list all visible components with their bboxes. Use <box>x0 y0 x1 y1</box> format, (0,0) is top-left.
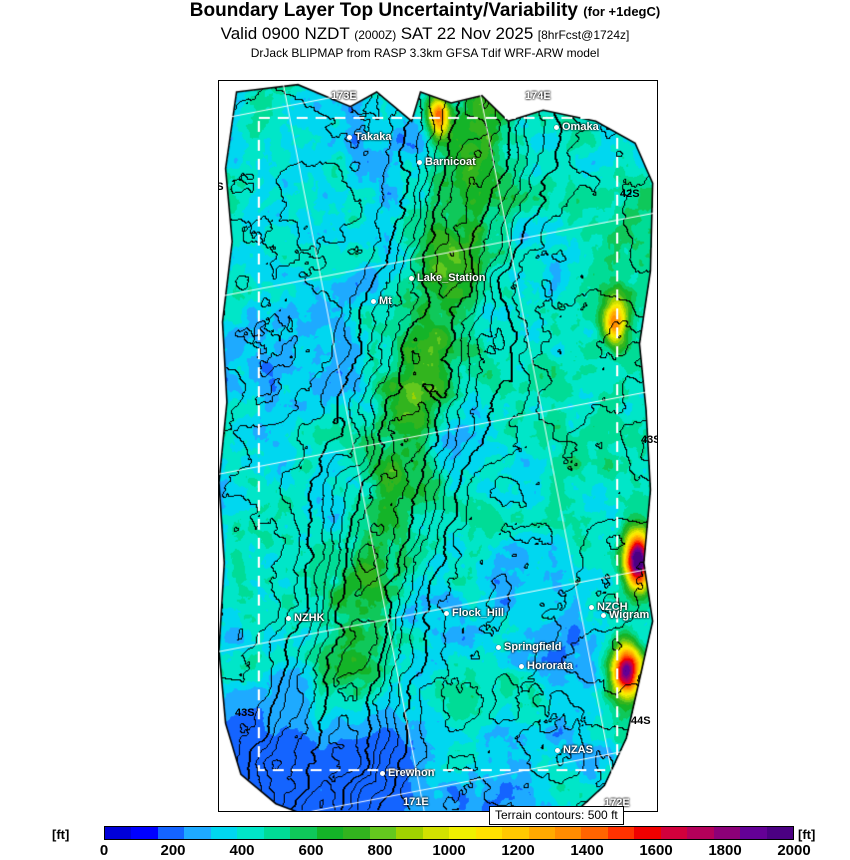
title-suffix-text: (for +1degC) <box>583 4 661 19</box>
colorbar-tick-label: 1200 <box>501 842 535 859</box>
colorbar-swatch <box>449 827 476 839</box>
map-raster-layer <box>219 81 657 811</box>
colorbar-swatch <box>343 827 370 839</box>
colorbar-swatch <box>528 827 555 839</box>
graticule-label: 171E <box>403 796 429 808</box>
colorbar-swatch <box>475 827 503 839</box>
valid-time-zulu: (2000Z) <box>354 28 397 42</box>
colorbar-swatch <box>316 827 344 839</box>
colorbar-legend: [ft] [ft] 0 200 400 600 800 1000 1200 1400 1600 1… <box>0 824 850 860</box>
colorbar-swatch <box>396 827 423 839</box>
colorbar-tick-label: 400 <box>229 842 255 859</box>
colorbar-swatch <box>554 827 582 839</box>
colorbar-tick-label: 200 <box>160 842 186 859</box>
colorbar-swatch <box>607 827 635 839</box>
colorbar-swatch <box>502 827 529 839</box>
colorbar-swatch <box>687 827 714 839</box>
colorbar-swatch <box>210 827 238 839</box>
colorbar-swatch <box>131 827 158 839</box>
colorbar-swatch <box>581 827 608 839</box>
colorbar-tick-label: 600 <box>298 842 324 859</box>
colorbar-swatch <box>237 827 264 839</box>
graticule-label: 173E <box>331 90 357 102</box>
graticule-label: 41S <box>219 181 224 193</box>
page-title: Boundary Layer Top Uncertainty/Variabili… <box>0 0 850 23</box>
terrain-contour-note: Terrain contours: 500 ft <box>489 806 624 825</box>
colorbar-tick-label: 1400 <box>570 842 604 859</box>
colorbar-tick-label: 0 <box>99 842 109 859</box>
colorbar-swatch <box>369 827 397 839</box>
valid-time-line: Valid 0900 NZDT (2000Z) SAT 22 Nov 2025 … <box>0 24 850 45</box>
forecast-map[interactable]: Takaka Barnicoat Omaka Lake_Station Mt NZHK Fl… <box>218 80 658 812</box>
colorbar-swatch <box>713 827 741 839</box>
graticule-label: 42S <box>620 188 640 200</box>
colorbar-gradient <box>104 826 794 840</box>
valid-date-text: SAT 22 Nov 2025 <box>400 24 534 43</box>
colorbar-swatch <box>740 827 767 839</box>
colorbar-tick-label: 1000 <box>432 842 466 859</box>
colorbar-swatch <box>422 827 450 839</box>
model-source-text: DrJack BLIPMAP from RASP 3.3km GFSA Tdif… <box>250 46 600 60</box>
colorbar-tick-label: 2000 <box>777 842 811 859</box>
colorbar-swatch <box>660 827 688 839</box>
colorbar-swatch <box>290 827 317 839</box>
colorbar-tick-labels: 0 200 400 600 800 1000 1200 1400 1600 1800 2000 <box>100 842 811 860</box>
colorbar-tick-label: 1600 <box>639 842 673 859</box>
valid-time-text: Valid 0900 NZDT <box>220 24 350 43</box>
colorbar-unit-left: [ft] <box>52 827 70 842</box>
colorbar-tick-label: 800 <box>367 842 393 859</box>
graticule-label: 174E <box>525 90 551 102</box>
chart-header: Boundary Layer Top Uncertainty/Variabili… <box>0 0 850 61</box>
colorbar-unit-right: [ft] <box>798 827 816 842</box>
colorbar-swatch <box>263 827 291 839</box>
graticule-label: 43S <box>641 434 657 446</box>
colorbar-swatch <box>766 827 794 839</box>
colorbar-tick-label: 1800 <box>708 842 742 859</box>
colorbar-swatch <box>105 827 132 839</box>
colorbar-swatch <box>634 827 661 839</box>
title-main-text: Boundary Layer Top Uncertainty/Variabili… <box>189 0 578 21</box>
colorbar-swatch <box>184 827 211 839</box>
forecast-tag: [8hrFcst@1724z] <box>537 28 630 42</box>
graticule-label: 43S <box>235 707 255 719</box>
colorbar-swatch <box>157 827 185 839</box>
graticule-label: 44S <box>631 715 651 727</box>
